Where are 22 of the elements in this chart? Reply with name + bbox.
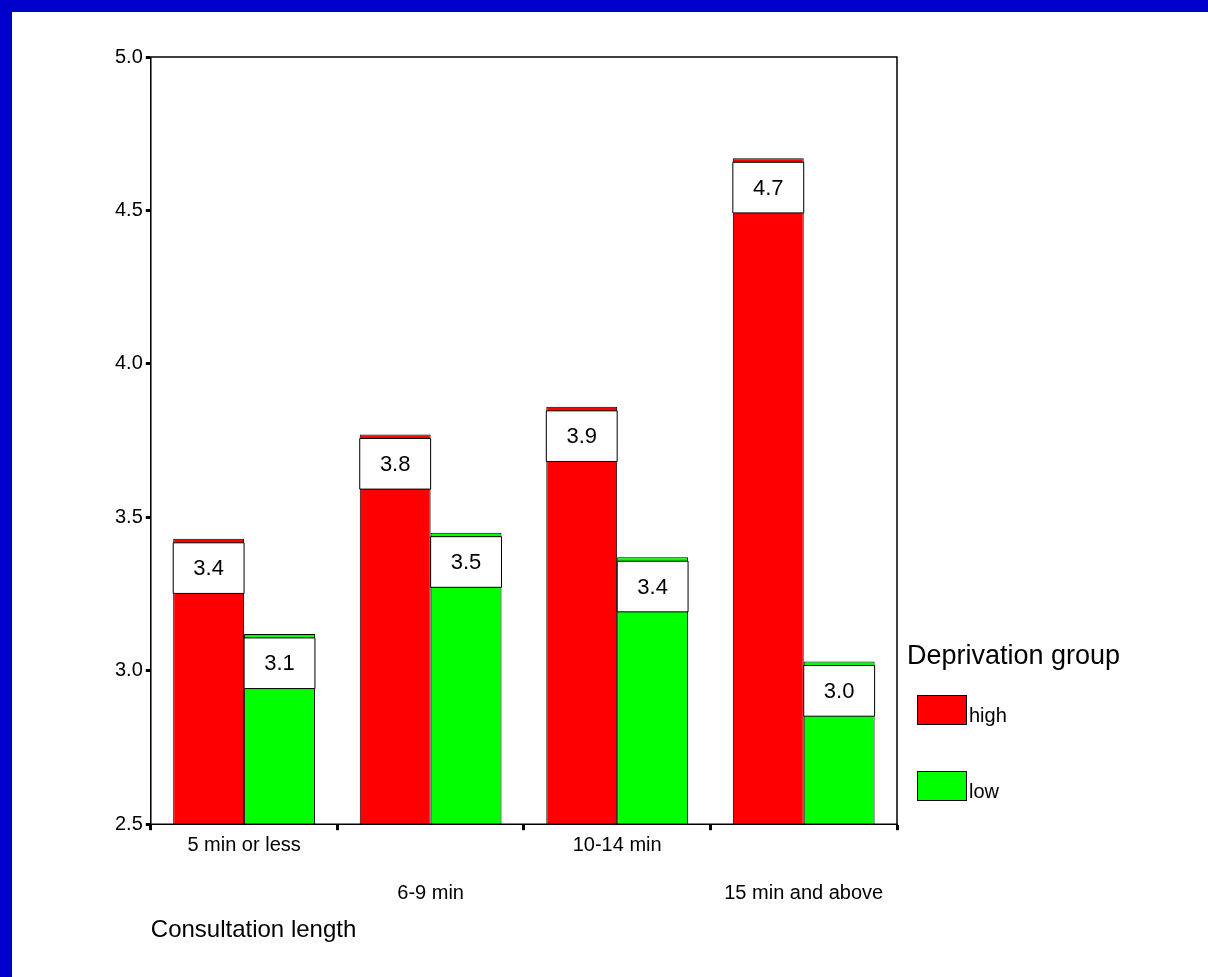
x-tick-label: 6-9 min — [397, 880, 464, 903]
y-tick-label: 5.0 — [114, 44, 143, 67]
legend-label: low — [969, 780, 1000, 803]
y-tick-label: 4.5 — [114, 197, 143, 220]
data-label: 3.9 — [566, 423, 598, 449]
legend-title: Deprivation group — [907, 640, 1121, 672]
legend-label: high — [969, 704, 1007, 727]
x-tick-label: 5 min or less — [187, 832, 301, 855]
x-axis-title: Consultation length — [150, 915, 357, 943]
data-label: 3.5 — [450, 549, 482, 575]
data-label: 3.8 — [379, 450, 411, 476]
y-tick-label: 4.0 — [114, 351, 143, 374]
data-label: 3.4 — [637, 573, 668, 599]
data-label: 3.1 — [264, 650, 295, 676]
y-tick-label: 3.5 — [114, 504, 143, 527]
y-tick-label: 3.0 — [114, 658, 143, 681]
x-tick-label: 10-14 min — [572, 832, 662, 855]
x-tick-label: 15 min and above — [724, 880, 884, 903]
y-tick-label: 2.5 — [114, 811, 143, 834]
data-label: 3.4 — [193, 555, 224, 581]
data-label: 4.7 — [752, 174, 784, 200]
data-label: 3.0 — [823, 677, 855, 703]
